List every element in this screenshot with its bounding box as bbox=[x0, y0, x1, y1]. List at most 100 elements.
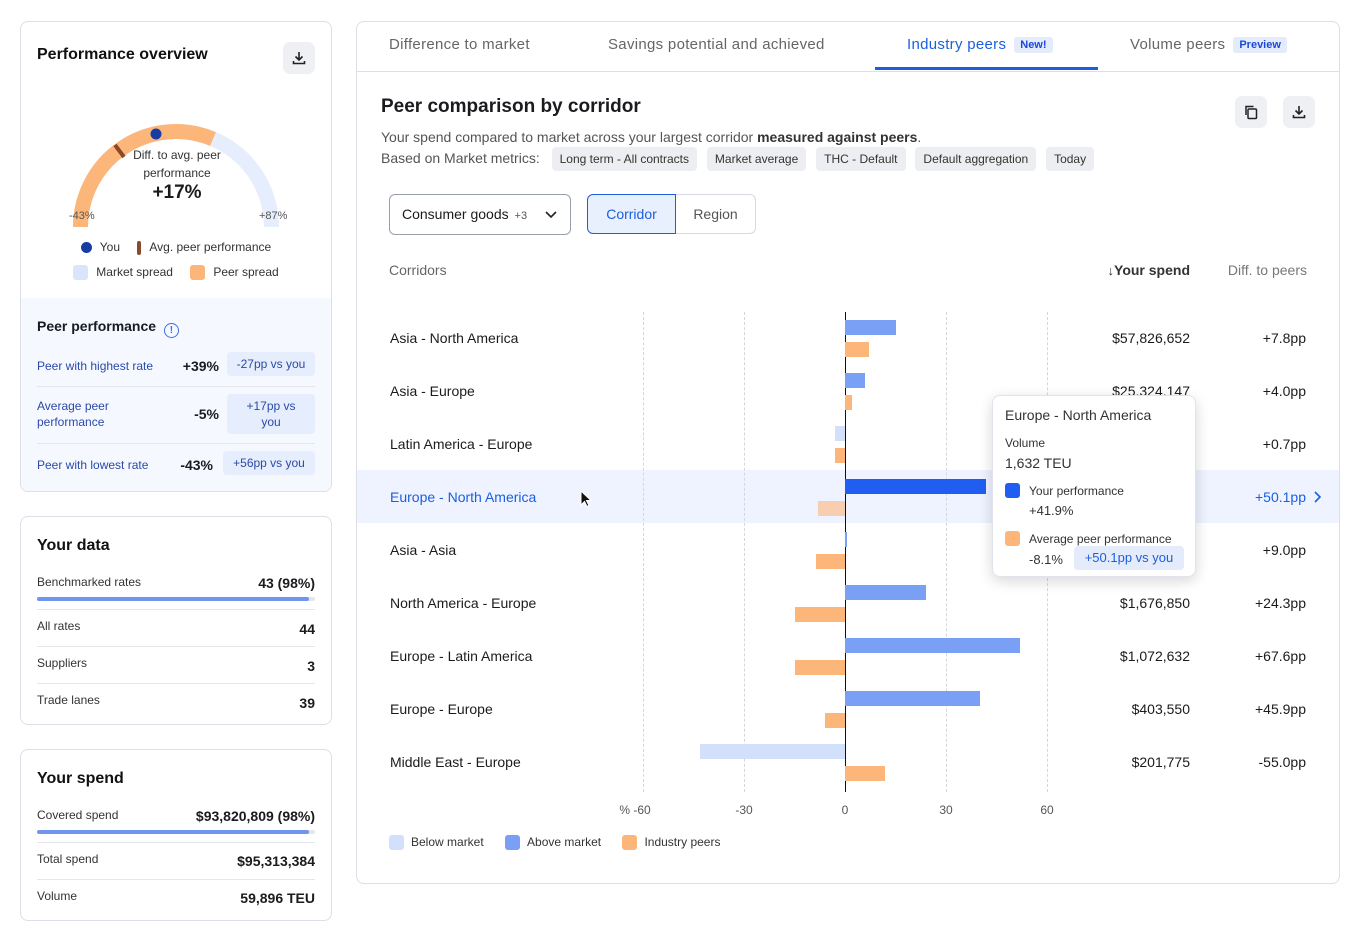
industry-peers-bar bbox=[845, 766, 886, 781]
mouse-cursor-icon bbox=[580, 490, 592, 508]
copy-button[interactable] bbox=[1235, 96, 1267, 128]
avg-peer-swatch bbox=[1005, 531, 1020, 546]
tooltip-volume-label: Volume bbox=[1005, 436, 1046, 450]
industry-peers-bar bbox=[834, 448, 845, 463]
col-header-diff[interactable]: Diff. to peers bbox=[1227, 262, 1307, 278]
avg-peer-marker bbox=[113, 143, 126, 159]
vs-you-chip: -27pp vs you bbox=[227, 352, 315, 376]
vs-you-chip: +17pp vs you bbox=[227, 394, 315, 434]
page-title: Peer comparison by corridor bbox=[381, 96, 641, 117]
col-header-corridors: Corridors bbox=[389, 262, 447, 278]
new-badge: New! bbox=[1014, 37, 1053, 54]
legend-below: Below market bbox=[411, 835, 484, 849]
covered-spend-progress-fill bbox=[37, 830, 310, 834]
your-data-card: Your data Benchmarked rates 43 (98%) All… bbox=[20, 516, 332, 725]
diff-to-peers-value: +45.9pp bbox=[1255, 701, 1306, 717]
download-button[interactable] bbox=[283, 42, 315, 74]
your-performance-bar bbox=[845, 373, 866, 388]
corridor-name[interactable]: North America - Europe bbox=[390, 595, 537, 611]
your-spend-value: $1,676,850 bbox=[1119, 595, 1190, 611]
gauge bbox=[73, 124, 279, 228]
corridor-name[interactable]: Europe - Latin America bbox=[390, 648, 533, 664]
your-data-title: Your data bbox=[37, 537, 110, 554]
metric-chip[interactable]: Market average bbox=[706, 147, 807, 171]
gridline bbox=[643, 312, 644, 792]
corridor-name[interactable]: Europe - North America bbox=[390, 489, 537, 505]
peer-performance-title: Peer performance ! bbox=[37, 318, 179, 338]
download-icon bbox=[1292, 106, 1306, 119]
below-market-swatch bbox=[389, 835, 404, 851]
metric-chip[interactable]: Today bbox=[1046, 147, 1095, 171]
chevron-right-icon[interactable] bbox=[1313, 490, 1323, 504]
x-tick-label: 30 bbox=[939, 803, 953, 817]
diff-to-peers-value: +24.3pp bbox=[1255, 595, 1306, 611]
tooltip-title: Europe - North America bbox=[1005, 407, 1152, 423]
metric-chip[interactable]: Long term - All contracts bbox=[551, 147, 698, 171]
legend-peer: Peer spread bbox=[213, 264, 279, 279]
your-performance-bar bbox=[845, 320, 896, 335]
gauge-min: -43% bbox=[69, 210, 95, 222]
diff-to-peers-value: +50.1pp bbox=[1255, 489, 1306, 505]
your-performance-bar bbox=[845, 691, 980, 706]
your-performance-swatch bbox=[1005, 483, 1020, 498]
tooltip-your-value: +41.9% bbox=[1029, 503, 1074, 518]
sort-arrow-icon: ↓ bbox=[1107, 263, 1115, 278]
industry-filter-dropdown[interactable]: Consumer goods +3 bbox=[389, 194, 571, 235]
x-tick-label: 60 bbox=[1040, 803, 1054, 817]
you-marker bbox=[150, 128, 162, 140]
tab-difference-to-market[interactable]: Difference to market bbox=[389, 36, 530, 53]
tooltip-avg-value: -8.1% bbox=[1029, 552, 1063, 567]
col-header-spend[interactable]: ↓Your spend bbox=[1107, 262, 1190, 278]
industry-peers-swatch bbox=[622, 835, 638, 851]
metric-chip[interactable]: Default aggregation bbox=[915, 147, 1037, 171]
peer-legend-swatch bbox=[190, 265, 206, 281]
your-performance-bar bbox=[834, 426, 845, 441]
corridor-name[interactable]: Latin America - Europe bbox=[390, 436, 533, 452]
gauge-label: Diff. to avg. peer performance bbox=[133, 148, 221, 180]
info-icon[interactable]: ! bbox=[163, 323, 179, 338]
zero-axis-line bbox=[845, 312, 846, 792]
gridline bbox=[744, 312, 745, 792]
legend-peers: Industry peers bbox=[644, 835, 721, 849]
diff-to-peers-value: +67.6pp bbox=[1255, 648, 1306, 664]
your-performance-bar bbox=[845, 532, 847, 547]
corridor-name[interactable]: Asia - North America bbox=[390, 330, 519, 346]
chart-legend: Below market Above market Industry peers bbox=[389, 835, 721, 851]
avg-legend-mark bbox=[137, 240, 142, 255]
industry-peers-bar bbox=[794, 660, 845, 675]
your-performance-bar bbox=[700, 744, 845, 759]
region-toggle[interactable]: Region bbox=[676, 194, 756, 234]
tab-volume-peers[interactable]: Volume peers Preview bbox=[1130, 22, 1287, 70]
diff-to-peers-value: +0.7pp bbox=[1262, 436, 1306, 452]
performance-overview-card: Performance overview Diff. to avg. peer … bbox=[20, 21, 332, 492]
corridor-name[interactable]: Middle East - Europe bbox=[390, 754, 521, 770]
diff-to-peers-value: +9.0pp bbox=[1262, 542, 1306, 558]
diff-to-peers-value: +7.8pp bbox=[1262, 330, 1306, 346]
corridor-name[interactable]: Asia - Europe bbox=[390, 383, 475, 399]
your-spend-value: $403,550 bbox=[1131, 701, 1190, 717]
corridor-toggle[interactable]: Corridor bbox=[587, 194, 676, 234]
tooltip-vs-chip: +50.1pp vs you bbox=[1074, 546, 1184, 570]
industry-peers-bar bbox=[794, 607, 845, 622]
industry-peers-bar bbox=[817, 501, 845, 516]
metric-chip[interactable]: THC - Default bbox=[816, 147, 906, 171]
industry-peers-bar bbox=[845, 395, 852, 410]
tooltip-avg-label: Average peer performance bbox=[1029, 532, 1172, 546]
tooltip: Europe - North America Volume 1,632 TEU … bbox=[992, 395, 1196, 577]
x-tick-label: % -60 bbox=[619, 803, 651, 817]
peer-performance-panel: Peer performance ! Peer with highest rat… bbox=[21, 298, 331, 491]
corridor-name[interactable]: Europe - Europe bbox=[390, 701, 493, 717]
gridline bbox=[946, 312, 947, 792]
gauge-legend: You Avg. peer performance Market spread … bbox=[21, 240, 331, 281]
vs-you-chip: +56pp vs you bbox=[223, 451, 315, 475]
tab-industry-peers[interactable]: Industry peers New! bbox=[875, 22, 1098, 70]
your-spend-value: $201,775 bbox=[1131, 754, 1190, 770]
diff-to-peers-value: +4.0pp bbox=[1262, 383, 1306, 399]
metrics-row: Based on Market metrics: Long term - All… bbox=[381, 147, 1100, 171]
tab-savings-potential[interactable]: Savings potential and achieved bbox=[608, 36, 825, 53]
download-chart-button[interactable] bbox=[1283, 96, 1315, 128]
benchmarked-progress-fill bbox=[37, 597, 310, 601]
download-icon bbox=[292, 52, 306, 65]
corridor-name[interactable]: Asia - Asia bbox=[390, 542, 457, 558]
industry-peers-bar bbox=[845, 342, 869, 357]
